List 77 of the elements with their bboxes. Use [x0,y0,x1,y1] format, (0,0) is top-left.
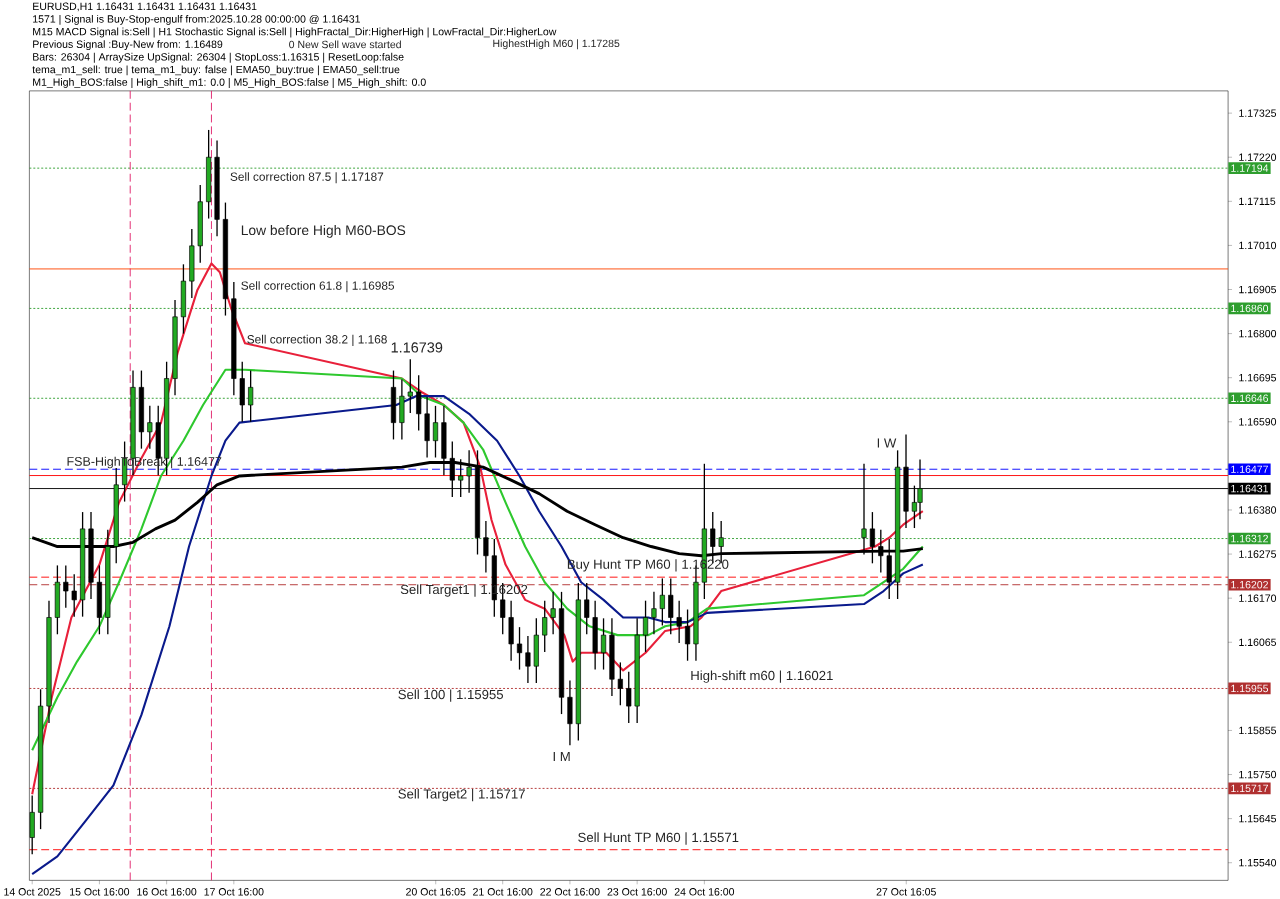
y-tick-label: 1.16695 [1239,373,1277,382]
annotation: High-shift m60 | 1.16021 [691,670,833,683]
ref-line-label: 1.16431 [1231,484,1268,493]
ref-line-label: 1.16202 [1231,580,1268,589]
annotation: Sell Target2 | 1.15717 [398,788,525,802]
x-tick-label: 14 Oct 2025 [4,888,61,896]
candlestick [626,670,632,724]
ref-line-label: 1.16646 [1231,394,1269,402]
annotation: Sell correction 87.5 | 1.17187 [230,172,384,184]
text: HighestHigh M60 | 1.17285 [493,39,620,50]
y-tick-label: 1.17010 [1239,241,1277,250]
candlestick [550,591,556,635]
y-tick-label: 1.16800 [1239,329,1277,338]
y-tick-label: 1.17220 [1239,153,1277,161]
candlestick [63,564,69,609]
x-tick-label: 24 Oct 16:00 [674,888,735,896]
candlestick [676,600,682,644]
text: M1_High_BOS:false | High_shift_m1: 0.0 | M5_High_BOS:false | M5_High_shift: 0.0 [33,78,426,88]
annotation: Sell Hunt TP M60 | 1.15571 [578,832,739,845]
y-tick-label: 1.15540 [1239,858,1277,867]
text: Previous Signal :Buy-New from: 1.16489 [33,40,223,51]
candlestick [516,626,523,671]
text: 1571 | Signal is Buy-Stop-engulf from:2025.10.28 00:00:00 @ 1.16431 [33,14,360,25]
annotation: Sell 100 | 1.15955 [398,689,504,702]
ref-line-label: 1.15717 [1231,784,1268,793]
y-tick-label: 1.15750 [1239,770,1277,779]
ref-line-label: 1.16312 [1231,534,1268,543]
y-tick-label: 1.16380 [1239,506,1277,514]
annotation: Sell correction 38.2 | 1.168 [247,334,387,346]
y-tick-label: 1.16905 [1239,285,1277,294]
y-tick-label: 1.15855 [1239,726,1277,735]
candlestick [684,608,691,662]
ref-line-label: 1.16860 [1231,304,1269,313]
candlestick [416,374,422,432]
candlestick [147,405,153,450]
candlestick [651,591,657,635]
chart-title: EURUSD,H1 1.16431 1.16431 1.16431 1.16431 [33,2,257,12]
x-tick-label: 27 Oct 16:05 [876,888,936,896]
y-tick-label: 1.15645 [1239,814,1277,823]
y-tick-label: 1.16590 [1239,418,1277,426]
x-tick-label: 23 Oct 16:00 [607,888,667,896]
candlestick [71,573,77,618]
text: M15 MACD Signal is:Sell | H1 Stochastic Signal is:Sell | HighFractal_Dir:HigherHigh | LowFractal_Dir:HigherLow [33,27,557,38]
candlestick [600,617,607,671]
annotation: Sell correction 61.8 | 1.16985 [241,281,395,293]
line-series [31,368,924,752]
annotation: I W [877,438,897,448]
ref-line-label: 1.15955 [1231,684,1269,693]
text: 0 New Sell wave started [289,40,401,49]
candlestick [407,358,413,414]
candlestick [617,661,623,706]
x-tick-label: 15 Oct 16:00 [70,888,130,896]
candlestick [525,635,531,684]
annotation: Low before High M60-BOS [241,224,406,238]
ref-line-label: 1.16477 [1231,465,1268,473]
y-tick-label: 1.16065 [1239,638,1277,646]
annotation: I M [553,751,570,761]
candlestick [668,577,674,635]
candlestick [432,405,439,459]
x-tick-label: 21 Oct 16:00 [473,888,533,896]
text: Bars: 26304 | ArraySize UpSignal: 26304 | StopLoss:1.16315 | ResetLoop:false [33,52,404,63]
annotation: 1.16739 [391,342,443,353]
candlestick [584,582,590,635]
y-tick-label: 1.16275 [1239,550,1277,558]
text: tema_m1_sell: true | tema_m1_buy: false | EMA50_buy:true | EMA50_sell:true [32,65,400,76]
candlestick [542,600,548,653]
candlestick [642,600,649,653]
y-tick-label: 1.17325 [1239,109,1277,117]
candlestick [483,520,489,574]
x-tick-label: 22 Oct 16:00 [540,888,600,896]
candlestick [659,577,665,627]
y-tick-label: 1.17115 [1239,197,1276,205]
y-tick-label: 1.16170 [1239,594,1277,602]
x-tick-label: 16 Oct 16:00 [137,888,197,896]
x-tick-label: 17 Oct 16:00 [204,888,264,896]
ref-line-label: 1.17194 [1231,164,1269,172]
x-tick-label: 20 Oct 16:05 [406,888,466,896]
